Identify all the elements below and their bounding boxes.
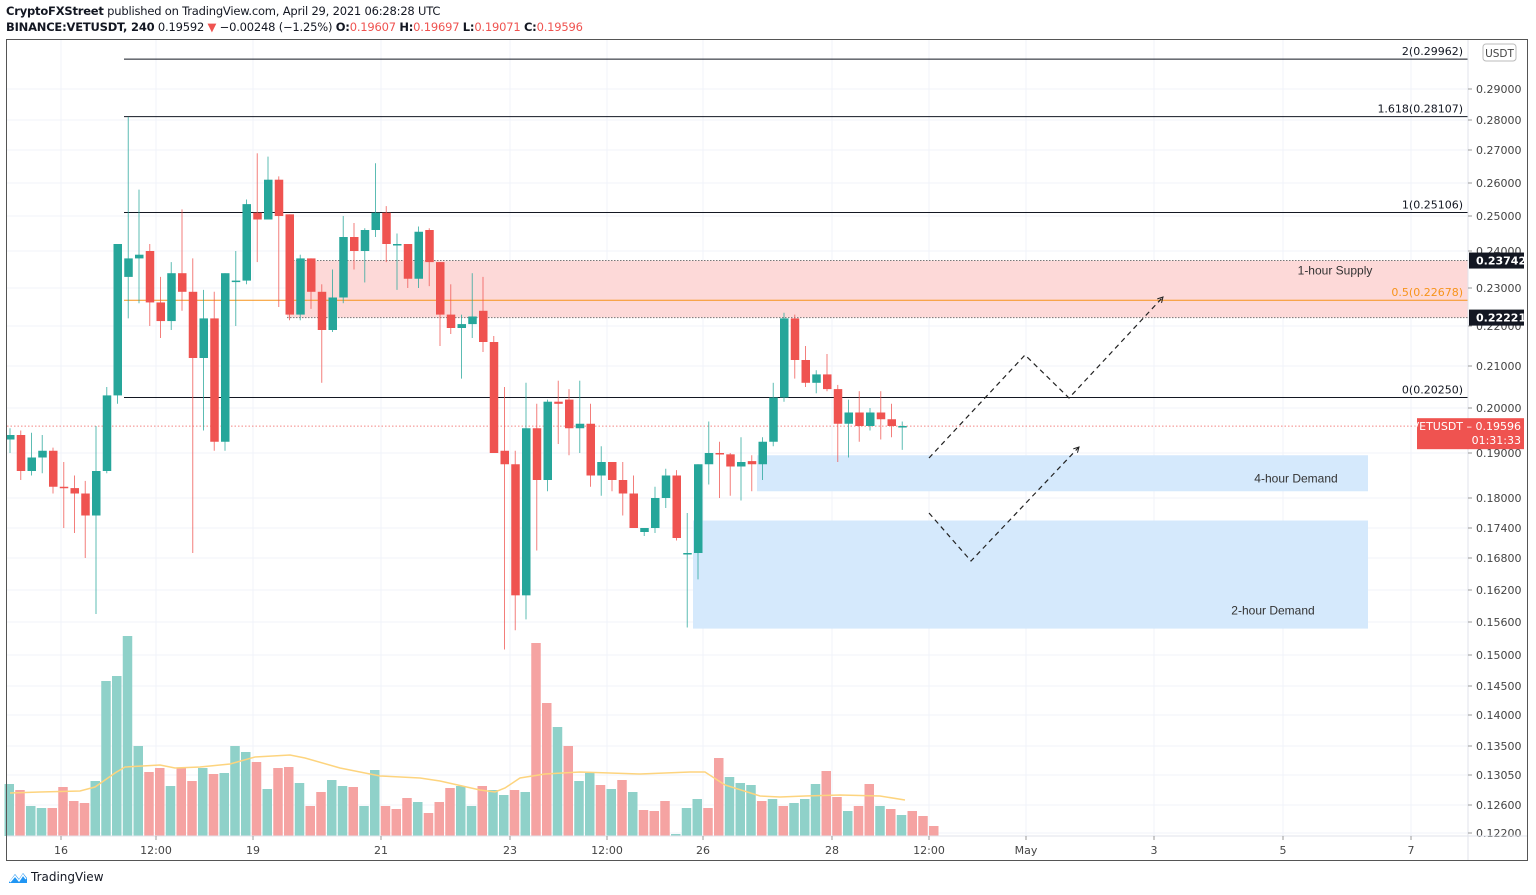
svg-text:0.21000: 0.21000: [1476, 360, 1522, 373]
symbol-legend: BINANCE:VETUSDT, 240 0.19592 ▼ −0.00248 …: [6, 20, 583, 34]
svg-text:0.14500: 0.14500: [1476, 680, 1522, 693]
svg-text:0.18000: 0.18000: [1476, 492, 1522, 505]
svg-text:0.16800: 0.16800: [1476, 552, 1522, 565]
svg-text:2(0.29962): 2(0.29962): [1402, 45, 1463, 58]
svg-text:VETUSDT – 0.19596: VETUSDT – 0.19596: [1412, 420, 1521, 433]
svg-text:19: 19: [246, 844, 260, 857]
svg-text:0.14000: 0.14000: [1476, 709, 1522, 722]
close-value: 0.19596: [536, 20, 583, 34]
svg-text:0(0.20250): 0(0.20250): [1402, 384, 1463, 397]
svg-text:4-hour Demand: 4-hour Demand: [1254, 471, 1337, 485]
svg-text:USDT: USDT: [1485, 48, 1514, 60]
svg-text:12:00: 12:00: [591, 844, 623, 857]
currency-badge[interactable]: USDT: [1482, 43, 1517, 62]
low-value: 0.19071: [474, 20, 521, 34]
high-value: 0.19697: [413, 20, 460, 34]
svg-text:0.13050: 0.13050: [1476, 769, 1522, 782]
svg-text:1.618(0.28107): 1.618(0.28107): [1377, 103, 1463, 116]
symbol-name[interactable]: BINANCE:VETUSDT, 240: [6, 20, 155, 34]
svg-text:0.28000: 0.28000: [1476, 114, 1522, 127]
open-value: 0.19607: [349, 20, 396, 34]
svg-text:0.16200: 0.16200: [1476, 584, 1522, 597]
volume-ma-line: [9, 754, 906, 801]
tradingview-logo-icon: [9, 873, 27, 883]
svg-text:26: 26: [696, 844, 710, 857]
price-change: −0.00248 (−1.25%): [219, 20, 333, 34]
chart-frame: [6, 39, 1528, 861]
svg-text:3: 3: [1151, 844, 1158, 857]
svg-text:2-hour Demand: 2-hour Demand: [1231, 604, 1314, 618]
projection-path-1[interactable]: [928, 296, 1164, 459]
volume-bars: [4, 636, 939, 836]
svg-text:May: May: [1015, 844, 1038, 857]
candlesticks: [6, 116, 907, 650]
fibonacci-extension[interactable]: 2(0.29962) 1.618(0.28107) 1(0.25106) 0.5(0.…: [124, 45, 1468, 398]
published-text: published on TradingView.com, April 29, …: [103, 4, 441, 18]
svg-text:21: 21: [374, 844, 388, 857]
high-label: H:: [399, 20, 414, 34]
svg-text:23: 23: [503, 844, 517, 857]
price-label-0.22221: 0.22221: [1469, 309, 1526, 326]
svg-text:0.25000: 0.25000: [1476, 210, 1522, 223]
svg-text:0.26000: 0.26000: [1476, 177, 1522, 190]
svg-text:28: 28: [825, 844, 839, 857]
svg-text:0.15600: 0.15600: [1476, 616, 1522, 629]
publisher-name[interactable]: CryptoFXStreet: [6, 4, 104, 18]
1-hour-supply-zone[interactable]: 1-hour Supply: [287, 260, 1468, 319]
svg-text:0.17400: 0.17400: [1476, 522, 1522, 535]
svg-text:0.23000: 0.23000: [1476, 282, 1522, 295]
svg-text:0.20000: 0.20000: [1476, 402, 1522, 415]
svg-text:0.5(0.22678): 0.5(0.22678): [1391, 286, 1463, 299]
svg-text:01:31:33: 01:31:33: [1472, 434, 1521, 447]
triangle-down-icon: ▼: [207, 20, 217, 34]
svg-text:16: 16: [54, 844, 68, 857]
svg-text:0.27000: 0.27000: [1476, 144, 1522, 157]
svg-text:0.12600: 0.12600: [1476, 799, 1522, 812]
publish-info: CryptoFXStreet published on TradingView.…: [6, 4, 440, 18]
footer-brand[interactable]: TradingView: [8, 870, 104, 884]
svg-text:5: 5: [1280, 844, 1287, 857]
svg-text:12:00: 12:00: [913, 844, 945, 857]
arrow-head-icon: [1073, 446, 1080, 453]
svg-text:0.22221: 0.22221: [1476, 312, 1526, 325]
svg-text:0.15000: 0.15000: [1476, 649, 1522, 662]
open-label: O:: [335, 20, 350, 34]
svg-text:0.13500: 0.13500: [1476, 740, 1522, 753]
svg-text:0.29000: 0.29000: [1476, 83, 1522, 96]
svg-text:12:00: 12:00: [140, 844, 172, 857]
svg-text:1(0.25106): 1(0.25106): [1402, 199, 1463, 212]
svg-text:7: 7: [1408, 844, 1415, 857]
last-price: 0.19592: [157, 20, 205, 34]
low-label: L:: [462, 20, 475, 34]
close-label: C:: [523, 20, 537, 34]
svg-text:0.23742: 0.23742: [1476, 255, 1526, 268]
4-hour-demand-zone[interactable]: 4-hour Demand: [757, 455, 1368, 492]
footer-brand-label: TradingView: [31, 870, 104, 884]
2-hour-demand-zone[interactable]: 2-hour Demand: [693, 520, 1368, 629]
svg-text:0.12200: 0.12200: [1476, 827, 1522, 840]
arrow-head-icon: [1157, 296, 1164, 303]
price-label-0.23742: 0.23742: [1469, 252, 1526, 269]
time-axis[interactable]: 16 12:00 19 21 23 12:00 26 28 12:00 May 3 5 7: [7, 835, 1528, 857]
projection-path-2[interactable]: [928, 446, 1080, 562]
svg-text:1-hour Supply: 1-hour Supply: [1298, 264, 1373, 278]
svg-text:0.19000: 0.19000: [1476, 447, 1522, 460]
